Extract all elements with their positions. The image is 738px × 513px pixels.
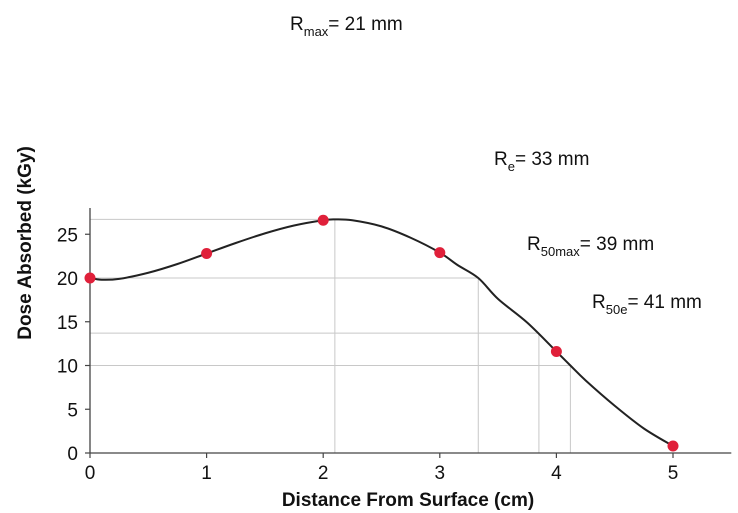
reference-lines <box>90 218 571 453</box>
data-point-2 <box>317 214 329 226</box>
data-points <box>84 214 679 452</box>
x-axis-title: Distance From Surface (cm) <box>282 490 534 511</box>
y-axis-title: Dose Absorbed (kGy) <box>15 146 36 340</box>
x-tick-label-0: 0 <box>85 463 96 484</box>
annotation-2: R50max= 39 mm <box>527 234 654 259</box>
annotation-1: Re= 33 mm <box>494 149 589 174</box>
y-tick-label-5: 5 <box>67 400 78 421</box>
tick-labels: 0 1 2 3 4 5 0 5 10 15 20 25 <box>57 225 678 484</box>
x-tick-label-5: 5 <box>668 463 679 484</box>
y-tick-label-15: 15 <box>57 313 78 334</box>
data-point-3 <box>434 247 446 259</box>
data-point-0 <box>84 272 96 284</box>
data-point-1 <box>201 248 213 259</box>
y-tick-label-25: 25 <box>57 225 78 246</box>
y-tick-label-0: 0 <box>67 444 78 465</box>
x-tick-label-2: 2 <box>318 463 329 484</box>
axes <box>85 208 732 458</box>
y-tick-label-10: 10 <box>57 357 78 378</box>
curve-layer <box>89 218 674 447</box>
x-tick-label-3: 3 <box>435 463 446 484</box>
annotation-3: R50e= 41 mm <box>592 292 702 317</box>
data-point-5 <box>667 440 679 452</box>
y-tick-label-20: 20 <box>57 269 78 290</box>
dose-curve <box>89 218 674 447</box>
annotations: Rmax= 21 mm Re= 33 mm R50max= 39 mm R50e= 4… <box>290 14 702 317</box>
x-tick-label-1: 1 <box>201 463 212 484</box>
x-tick-label-4: 4 <box>551 463 562 484</box>
annotation-0: Rmax= 21 mm <box>290 14 403 39</box>
data-point-4 <box>550 346 562 357</box>
